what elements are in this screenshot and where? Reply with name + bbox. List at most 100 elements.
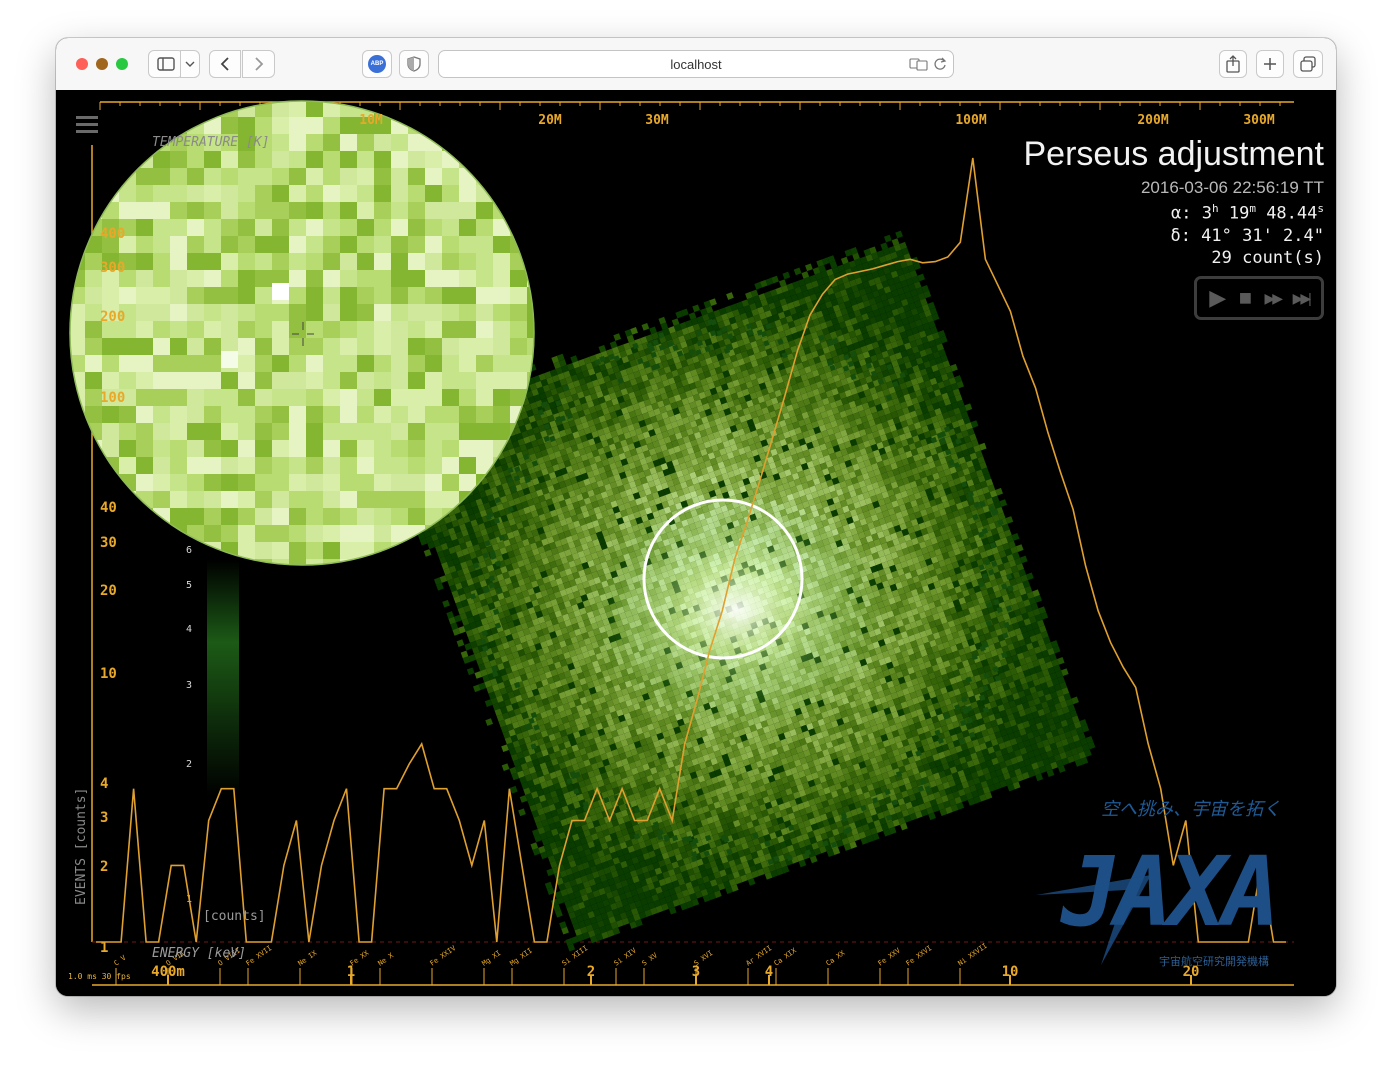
- play-button[interactable]: ▶: [1209, 285, 1227, 310]
- left-axis-tick: 1: [100, 940, 108, 956]
- back-button[interactable]: [209, 50, 241, 78]
- browser-window: ABP localhost: [56, 38, 1336, 996]
- top-axis-tick: 300M: [1243, 113, 1274, 128]
- crosshair-icon: [292, 322, 314, 346]
- left-axis-tick: 30: [100, 535, 117, 551]
- chevron-down-icon: [185, 61, 195, 67]
- line-marker-label: Fe XX: [349, 949, 371, 968]
- line-marker-label: Mg XII: [509, 947, 534, 968]
- line-marker-label: Fe XVII: [245, 944, 274, 967]
- top-axis-tick: 200M: [1137, 113, 1168, 128]
- top-axis-tick: 100M: [955, 113, 986, 128]
- translate-icon[interactable]: [909, 57, 929, 71]
- left-axis-tick: 100: [100, 390, 125, 406]
- jaxa-org-name: 宇宙航空研究開発機構: [1159, 955, 1269, 968]
- left-axis-tick: 3: [100, 810, 108, 826]
- colorbar-tick: 6: [186, 545, 192, 556]
- reload-icon[interactable]: [933, 57, 947, 71]
- line-marker-label: Ne IX: [297, 949, 319, 968]
- minimize-window-button[interactable]: [96, 58, 108, 70]
- chevron-left-icon: [220, 57, 229, 71]
- energy-axis-tick: 2: [587, 964, 595, 980]
- line-marker-label: Fe XXVI: [905, 944, 934, 967]
- line-marker-label: S XVI: [693, 949, 715, 968]
- forward-button[interactable]: [242, 50, 275, 78]
- spectrum-plot: [96, 157, 1286, 943]
- xray-image[interactable]: [377, 229, 1100, 952]
- render-stats: 1.0 ms 30 fps: [68, 972, 131, 981]
- colorbar-tick: 5: [186, 580, 192, 591]
- adblock-extension-button[interactable]: ABP: [362, 50, 392, 78]
- colorbar: [207, 560, 239, 796]
- fast-forward-button[interactable]: ▶▶: [1264, 290, 1283, 306]
- left-axis-tick: 200: [100, 309, 125, 325]
- left-axis-tick: 300: [100, 260, 125, 276]
- left-axis-tick: 20: [100, 583, 117, 599]
- info-panel: Perseus adjustment 2016-03-06 22:56:19 T…: [1024, 134, 1325, 269]
- colorbar-label: [counts]: [203, 909, 266, 924]
- address-bar[interactable]: localhost: [438, 50, 954, 78]
- tab-overview-button[interactable]: [1293, 50, 1323, 78]
- line-marker-label: Fe XXV: [877, 946, 903, 968]
- line-marker-label: Ni XXVII: [957, 942, 989, 968]
- line-marker-label: Ca XIX: [773, 946, 799, 968]
- plus-icon: [1264, 58, 1276, 70]
- jaxa-logo: 空へ挑み、宇宙を拓く JAXA 宇宙航空研究開発機構: [1031, 795, 1301, 985]
- shield-icon: [407, 56, 421, 72]
- hamburger-menu-icon[interactable]: [76, 116, 98, 134]
- colorbar-tick: 3: [186, 680, 192, 691]
- frame-rate: 30 fps: [101, 972, 131, 981]
- jaxa-mark-icon: JAXA: [1036, 836, 1280, 965]
- new-tab-button[interactable]: [1256, 50, 1284, 78]
- close-window-button[interactable]: [76, 58, 88, 70]
- right-ascension: α: 3h 19m 48.44s: [1170, 202, 1324, 224]
- app-viewport[interactable]: 10M 20M 30M 100M 200M 300M 400 300 200 100 40 30 20 1…: [56, 90, 1336, 996]
- chevron-right-icon: [254, 57, 263, 71]
- cluster-core-glow: [586, 490, 886, 730]
- sky-scene[interactable]: 10M 20M 30M 100M 200M 300M4003002001004030201…: [56, 90, 1336, 996]
- observation-title: Perseus adjustment: [1023, 135, 1325, 173]
- temperature-axis-label: TEMPERATURE [K]: [152, 135, 269, 150]
- line-marker-label: S XV: [641, 951, 660, 968]
- address-url: localhost: [670, 57, 722, 72]
- region-selector-ring[interactable]: [642, 498, 804, 660]
- declination: δ: 41° 31' 2.4": [1170, 225, 1324, 246]
- top-axis-tick: 10M: [359, 113, 383, 128]
- line-marker-label: C V: [113, 953, 129, 967]
- top-axis-tick: 20M: [538, 113, 562, 128]
- colorbar-tick: 2: [186, 759, 192, 770]
- observation-datetime: 2016-03-06 22:56:19 TT: [1140, 178, 1324, 197]
- stop-button[interactable]: ■: [1238, 285, 1252, 310]
- frame-time: 1.0 ms: [68, 972, 97, 981]
- zoom-window-button[interactable]: [116, 58, 128, 70]
- left-axis-tick: 40: [100, 500, 117, 516]
- playback-controls: ▶ ■ ▶▶ ▶▶|: [1194, 276, 1324, 320]
- energy-axis-tick: 20: [1183, 964, 1200, 980]
- privacy-extension-button[interactable]: [399, 50, 429, 78]
- share-button[interactable]: [1219, 50, 1247, 78]
- sidebar-icon: [157, 57, 175, 71]
- line-marker-label: Ne X: [377, 951, 396, 968]
- tab-group-dropdown[interactable]: [180, 50, 200, 78]
- left-axis-tick: 10: [100, 666, 117, 682]
- energy-axis-label: ENERGY [keV]: [152, 946, 246, 961]
- energy-axis-tick: 4: [765, 964, 773, 980]
- share-icon: [1226, 55, 1240, 73]
- left-axis-tick: 400: [100, 226, 125, 242]
- sidebar-toggle-button[interactable]: [148, 50, 184, 78]
- jaxa-tagline: 空へ挑み、宇宙を拓く: [1101, 799, 1281, 820]
- top-axis-tick: 30M: [645, 113, 669, 128]
- skip-to-end-button[interactable]: ▶▶|: [1292, 290, 1312, 306]
- line-marker-label: Mg XI: [481, 949, 503, 968]
- browser-toolbar: ABP localhost: [56, 38, 1336, 91]
- energy-axis-tick: 1: [347, 964, 355, 980]
- left-axis-tick: 4: [100, 776, 108, 792]
- energy-axis-tick: 10: [1002, 964, 1019, 980]
- spectrum-line: [96, 157, 1286, 943]
- event-count: 29 count(s): [1211, 247, 1324, 268]
- line-marker-label: Fe XXIV: [429, 944, 458, 968]
- adblock-icon: ABP: [368, 55, 386, 73]
- line-marker-label: Si XIV: [613, 946, 639, 968]
- events-axis-label: EVENTS [counts]: [74, 788, 89, 905]
- colorbar-tick: 4: [186, 624, 192, 635]
